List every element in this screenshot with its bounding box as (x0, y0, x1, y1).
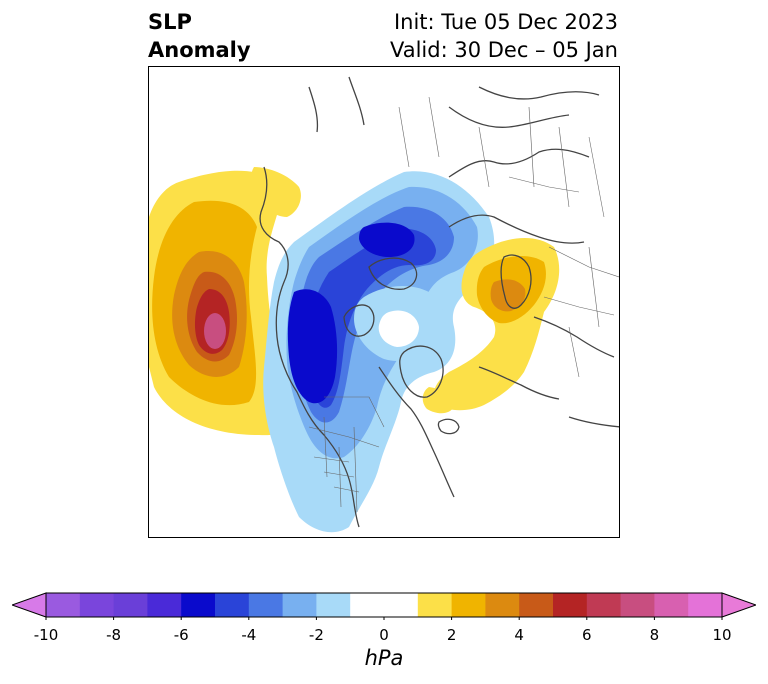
colorbar-bin (282, 593, 317, 617)
colorbar-bin (316, 593, 351, 617)
colorbar-bin (654, 593, 689, 617)
colorbar-bin (417, 593, 453, 617)
alaska-high-shading (251, 167, 454, 414)
arctic-center-shading (354, 285, 445, 361)
valid-range: Valid: 30 Dec – 05 Jan (389, 38, 618, 62)
colorbar-under-arrow (12, 592, 47, 618)
colorbar-tick-label: -2 (308, 626, 324, 644)
colorbar-bin (620, 593, 655, 617)
scandinavia-high-shading (433, 237, 560, 411)
title-line-2: Anomaly (148, 38, 251, 62)
colorbar-units: hPa (364, 646, 404, 670)
colorbar-tick-label: 2 (446, 626, 457, 644)
colorbar-bin (519, 593, 554, 617)
title-line-1: SLP (148, 10, 192, 34)
colorbar-bin (147, 593, 182, 617)
colorbar-ticks (45, 617, 723, 620)
anomaly-map (149, 76, 619, 533)
init-date: Init: Tue 05 Dec 2023 (393, 10, 618, 34)
colorbar-bin (113, 593, 148, 617)
forecast-dates: Init: Tue 05 Dec 2023 Valid: 30 Dec – 05… (390, 8, 618, 64)
colorbar-bin (451, 593, 486, 617)
colorbar-bin (215, 593, 250, 617)
political-borders (308, 96, 619, 513)
colorbar-tick-label: 8 (649, 626, 660, 644)
map-panel (148, 66, 620, 538)
north-pacific-high-shading (149, 170, 294, 436)
colorbar-bin (485, 593, 520, 617)
colorbar-bins (46, 593, 723, 617)
colorbar-bin (688, 593, 723, 617)
coastlines (259, 76, 619, 528)
colorbar-bin (181, 593, 216, 617)
colorbar-bin (586, 593, 622, 617)
colorbar-bin (46, 593, 81, 617)
colorbar-tick-label: 6 (582, 626, 592, 644)
colorbar-tick-label: -10 (33, 626, 59, 644)
colorbar-tick-label: 4 (514, 626, 524, 644)
colorbar-bin (248, 593, 284, 617)
colorbar-over-arrow (721, 592, 756, 618)
colorbar-tick-label: 0 (379, 626, 389, 644)
colorbar-bin (553, 593, 588, 617)
colorbar-tick-label: 10 (712, 626, 732, 644)
colorbar (12, 592, 756, 620)
map-title: SLP Anomaly (148, 8, 251, 64)
colorbar-tick-label: -8 (106, 626, 122, 644)
colorbar-tick-label: -6 (173, 626, 189, 644)
colorbar-bin (350, 593, 419, 617)
colorbar-tick-label: -4 (241, 626, 257, 644)
colorbar-bin (79, 593, 115, 617)
